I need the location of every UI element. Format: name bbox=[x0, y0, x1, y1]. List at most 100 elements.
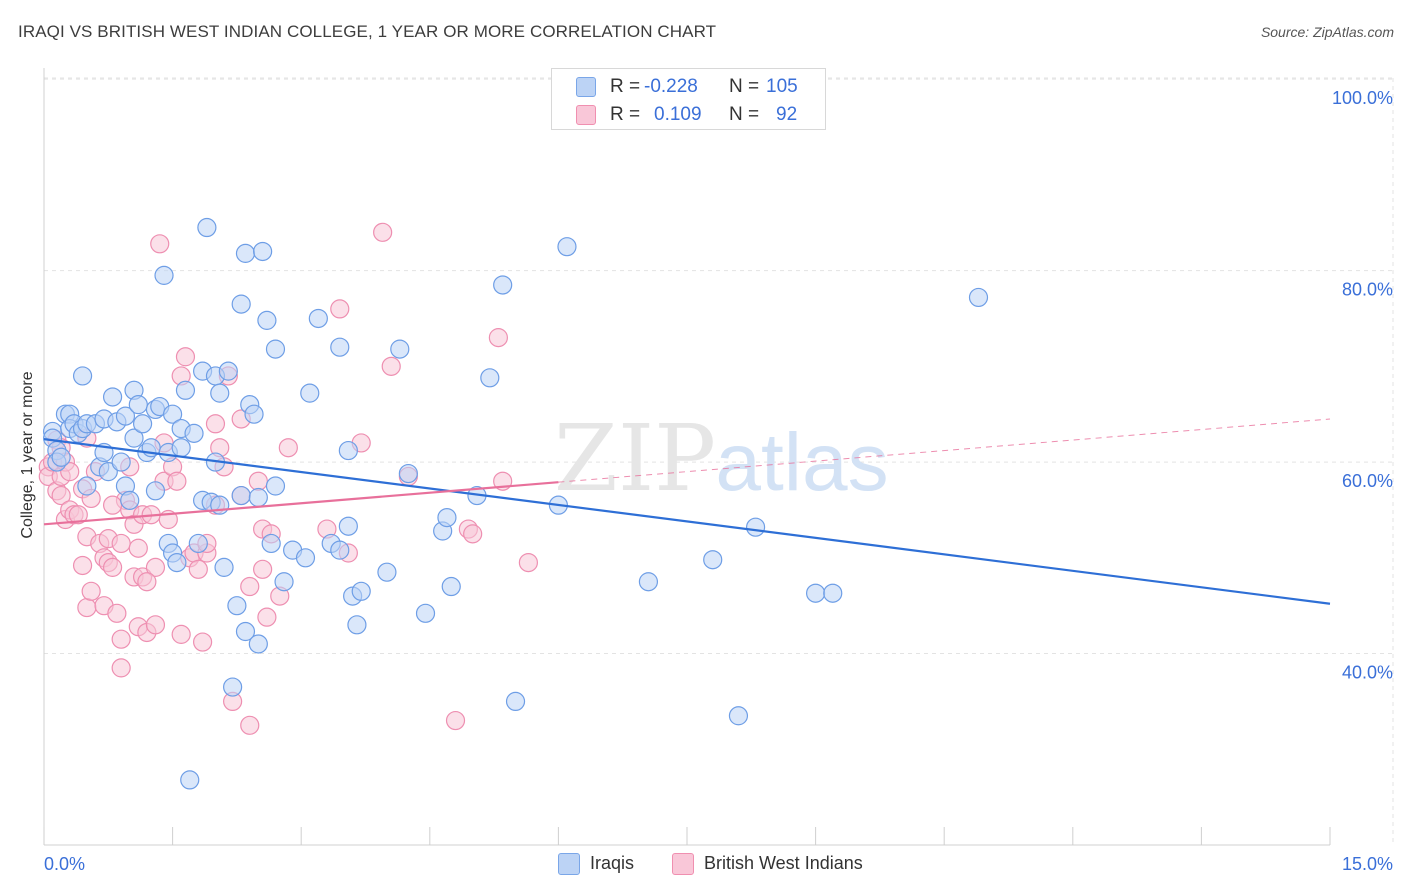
point-iraqis bbox=[295, 548, 316, 568]
points-iraqis bbox=[42, 217, 989, 790]
y-tick-label: 100.0% bbox=[1332, 88, 1393, 108]
point-british-west-indians bbox=[240, 715, 260, 735]
point-iraqis bbox=[330, 540, 350, 560]
legend-n-label: N = bbox=[729, 76, 760, 97]
point-british-west-indians bbox=[240, 576, 260, 597]
point-british-west-indians bbox=[102, 495, 123, 515]
point-british-west-indians bbox=[72, 555, 93, 576]
point-iraqis bbox=[210, 383, 230, 403]
point-iraqis bbox=[493, 275, 513, 295]
point-british-west-indians bbox=[77, 597, 97, 618]
point-iraqis bbox=[51, 447, 71, 467]
point-iraqis bbox=[968, 287, 989, 308]
point-iraqis bbox=[218, 361, 238, 381]
point-iraqis bbox=[308, 308, 328, 329]
point-iraqis bbox=[248, 634, 268, 654]
point-iraqis bbox=[347, 615, 367, 635]
point-iraqis bbox=[231, 485, 251, 506]
point-british-west-indians bbox=[128, 538, 148, 558]
point-british-west-indians bbox=[381, 356, 401, 376]
point-british-west-indians bbox=[445, 710, 466, 731]
point-british-west-indians bbox=[111, 658, 131, 678]
point-iraqis bbox=[261, 533, 281, 554]
point-iraqis bbox=[728, 706, 749, 726]
point-iraqis bbox=[300, 383, 320, 403]
point-iraqis bbox=[351, 581, 371, 601]
legend-r-value: 0.109 bbox=[654, 104, 702, 125]
point-british-west-indians bbox=[171, 624, 191, 644]
point-iraqis bbox=[257, 310, 277, 330]
x-tick-label: 0.0% bbox=[44, 854, 85, 874]
point-iraqis bbox=[111, 452, 131, 472]
point-iraqis bbox=[128, 395, 148, 415]
point-iraqis bbox=[265, 339, 286, 359]
legend-r-label: R = bbox=[610, 76, 641, 97]
x-tick-label: 15.0% bbox=[1342, 854, 1393, 874]
y-axis-label-wrap: College, 1 year or more bbox=[16, 0, 40, 892]
legend-r-value: -0.228 bbox=[644, 76, 698, 97]
bottom-legend-label: British West Indians bbox=[704, 853, 863, 873]
point-iraqis bbox=[214, 557, 234, 577]
point-british-west-indians bbox=[193, 632, 213, 652]
point-iraqis bbox=[188, 533, 208, 554]
point-iraqis bbox=[184, 423, 204, 443]
point-british-west-indians bbox=[278, 438, 298, 458]
point-iraqis bbox=[265, 476, 286, 496]
point-british-west-indians bbox=[145, 557, 166, 577]
bottom-legend-swatch-iraqis bbox=[558, 853, 580, 875]
point-iraqis bbox=[703, 550, 723, 570]
point-iraqis bbox=[124, 428, 144, 448]
point-iraqis bbox=[154, 265, 174, 285]
y-tick-label: 60.0% bbox=[1342, 471, 1393, 491]
legend-n-value: 105 bbox=[766, 76, 798, 97]
point-british-west-indians bbox=[257, 607, 277, 627]
point-iraqis bbox=[505, 691, 526, 712]
point-british-west-indians bbox=[60, 462, 80, 482]
point-iraqis bbox=[235, 621, 256, 642]
point-iraqis bbox=[557, 237, 577, 257]
point-british-west-indians bbox=[111, 629, 131, 649]
tick-labels: 40.0% 60.0% 80.0% 100.0% 0.0% 15.0% bbox=[44, 88, 1393, 874]
point-british-west-indians bbox=[137, 572, 157, 592]
point-british-west-indians bbox=[111, 533, 131, 554]
point-iraqis bbox=[77, 476, 97, 496]
point-british-west-indians bbox=[102, 557, 123, 577]
point-iraqis bbox=[197, 217, 217, 238]
point-iraqis bbox=[98, 462, 118, 482]
point-iraqis bbox=[223, 677, 243, 697]
point-iraqis bbox=[745, 517, 766, 537]
trend-line-british-west-indians bbox=[43, 481, 559, 526]
point-iraqis bbox=[253, 241, 273, 262]
point-iraqis bbox=[244, 404, 264, 424]
point-british-west-indians bbox=[188, 559, 208, 579]
bottom-legend-label: Iraqis bbox=[590, 853, 635, 873]
point-british-west-indians bbox=[150, 234, 170, 254]
point-iraqis bbox=[274, 572, 294, 592]
point-british-west-indians bbox=[488, 328, 508, 348]
point-iraqis bbox=[338, 516, 358, 536]
point-british-west-indians bbox=[51, 485, 71, 506]
chart-title: IRAQI VS BRITISH WEST INDIAN COLLEGE, 1 … bbox=[18, 22, 717, 41]
point-iraqis bbox=[132, 414, 153, 434]
point-iraqis bbox=[72, 366, 93, 386]
point-british-west-indians bbox=[167, 471, 187, 491]
point-iraqis bbox=[805, 583, 826, 603]
y-tick-label: 80.0% bbox=[1342, 280, 1393, 300]
bottom-legend-swatch-british-west-indians bbox=[672, 853, 694, 875]
watermark-zip: ZIP bbox=[554, 405, 716, 512]
point-british-west-indians bbox=[330, 299, 350, 319]
axes bbox=[43, 68, 1331, 846]
point-iraqis bbox=[480, 368, 500, 388]
point-iraqis bbox=[231, 294, 251, 314]
point-british-west-indians bbox=[463, 524, 483, 544]
point-iraqis bbox=[638, 572, 659, 592]
point-british-west-indians bbox=[205, 414, 226, 434]
point-iraqis bbox=[175, 380, 196, 400]
stats-legend: R = -0.228 N = 105 R = 0.109 N = 92 bbox=[551, 68, 826, 130]
legend-swatch-british-west-indians bbox=[576, 105, 596, 125]
point-iraqis bbox=[441, 576, 461, 597]
point-iraqis bbox=[227, 596, 247, 616]
point-british-west-indians bbox=[107, 603, 127, 623]
point-british-west-indians bbox=[145, 615, 166, 635]
